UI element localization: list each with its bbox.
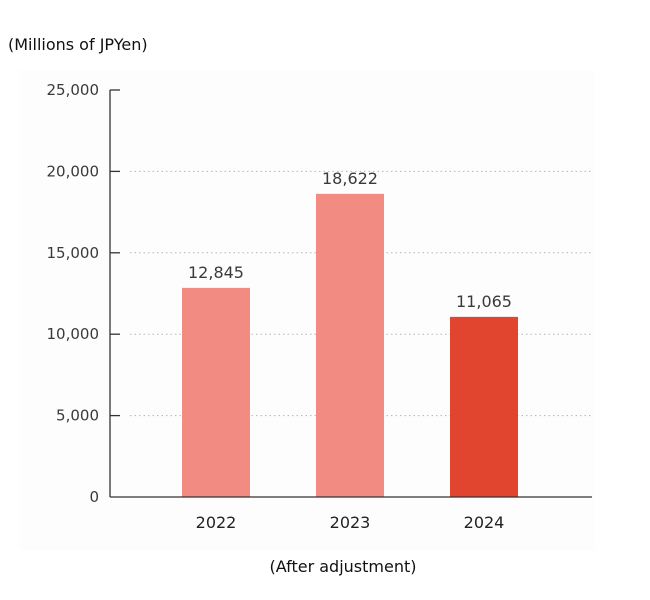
bars — [182, 193, 518, 497]
y-tick-label: 15,000 — [47, 244, 100, 262]
value-label-2024: 11,065 — [456, 292, 512, 311]
adjustment-note: (After adjustment) — [270, 557, 417, 576]
value-label-2023: 18,622 — [322, 169, 378, 188]
y-tick-label: 20,000 — [47, 162, 100, 180]
y-axis: 0 5,000 10,000 15,000 20,000 25,000 — [47, 81, 120, 506]
x-tick-label-2022: 2022 — [196, 513, 237, 532]
y-tick-label: 25,000 — [47, 81, 100, 99]
bar-2023 — [316, 193, 384, 497]
value-label-2022: 12,845 — [188, 263, 244, 282]
value-labels: 12,845 18,622 11,065 — [188, 169, 512, 311]
y-tick-label: 5,000 — [56, 407, 99, 425]
unit-label: (Millions of JPYen) — [8, 35, 148, 54]
x-tick-label-2024: 2024 — [464, 513, 505, 532]
y-tick-label: 0 — [89, 488, 99, 506]
bar-2022 — [182, 287, 250, 497]
x-tick-label-2023: 2023 — [330, 513, 371, 532]
x-axis: 2022 2023 2024 — [110, 496, 592, 532]
bar-2024 — [450, 316, 518, 497]
y-tick-label: 10,000 — [47, 325, 100, 343]
